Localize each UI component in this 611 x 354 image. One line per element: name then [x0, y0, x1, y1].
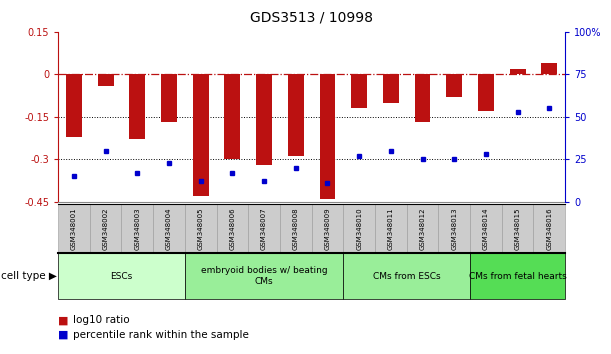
Text: GSM348016: GSM348016 [546, 207, 552, 250]
Text: GDS3513 / 10998: GDS3513 / 10998 [250, 11, 373, 25]
Bar [383, 74, 399, 103]
Text: GSM348011: GSM348011 [388, 207, 394, 250]
Text: ■: ■ [58, 330, 68, 339]
Text: GSM348008: GSM348008 [293, 207, 299, 250]
Text: embryoid bodies w/ beating
CMs: embryoid bodies w/ beating CMs [201, 267, 327, 286]
Text: GSM348006: GSM348006 [229, 207, 235, 250]
Text: GSM348005: GSM348005 [198, 207, 203, 250]
Bar [161, 74, 177, 122]
Text: CMs from ESCs: CMs from ESCs [373, 272, 441, 281]
Text: GSM348007: GSM348007 [261, 207, 267, 250]
Text: GSM348010: GSM348010 [356, 207, 362, 250]
Text: GSM348013: GSM348013 [452, 207, 457, 250]
Bar [320, 74, 335, 199]
Text: CMs from fetal hearts: CMs from fetal hearts [469, 272, 566, 281]
Text: GSM348002: GSM348002 [103, 207, 109, 250]
Text: log10 ratio: log10 ratio [73, 315, 130, 325]
Text: GSM348004: GSM348004 [166, 207, 172, 250]
Text: ■: ■ [58, 315, 68, 325]
Bar [541, 63, 557, 74]
Bar [224, 74, 240, 159]
Bar [98, 74, 114, 86]
Text: GSM348015: GSM348015 [514, 207, 521, 250]
Bar [288, 74, 304, 156]
Text: GSM348003: GSM348003 [134, 207, 141, 250]
Bar [256, 74, 272, 165]
Bar [510, 69, 525, 74]
Bar [351, 74, 367, 108]
Bar [478, 74, 494, 111]
Bar [415, 74, 431, 122]
Text: cell type ▶: cell type ▶ [1, 271, 57, 281]
Text: GSM348009: GSM348009 [324, 207, 331, 250]
Bar [66, 74, 82, 137]
Text: percentile rank within the sample: percentile rank within the sample [73, 330, 249, 339]
Text: GSM348001: GSM348001 [71, 207, 77, 250]
Text: GSM348014: GSM348014 [483, 207, 489, 250]
Bar [446, 74, 462, 97]
Text: GSM348012: GSM348012 [420, 207, 425, 250]
Bar [130, 74, 145, 139]
Text: ESCs: ESCs [111, 272, 133, 281]
Bar [192, 74, 208, 196]
